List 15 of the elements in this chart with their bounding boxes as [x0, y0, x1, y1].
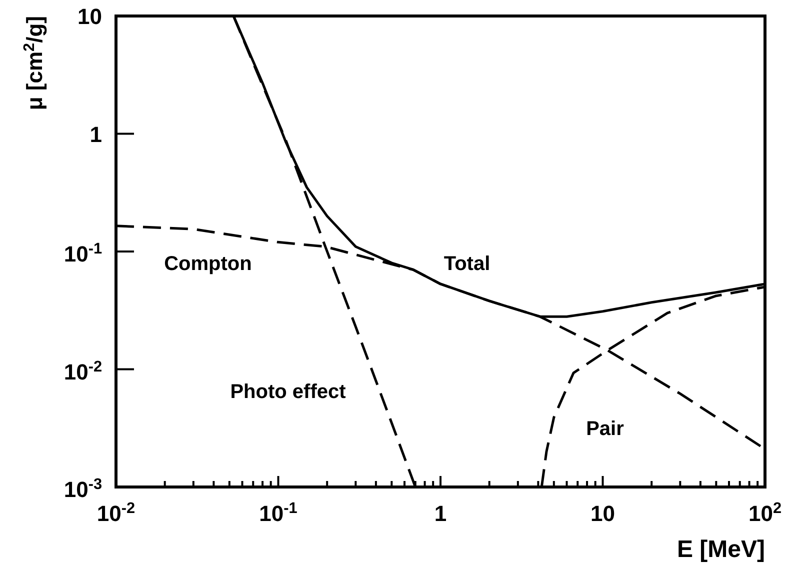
annotation: Total — [444, 253, 490, 275]
x-tick-label: 10$^{2}$ — [748, 500, 782, 526]
x-tick-label: 10$^{-1}$ — [259, 500, 298, 526]
annotation: Photo effect — [230, 381, 346, 403]
x-tick-label: 10 — [590, 501, 615, 526]
y-tick-label: 10$^{-3}$ — [64, 476, 102, 502]
y-tick-label: 10$^{-2}$ — [64, 358, 102, 384]
x-tick-label: 10$^{-2}$ — [96, 500, 136, 526]
annotation: Compton — [164, 253, 252, 275]
y-tick-label: 10$^{-1}$ — [64, 240, 102, 266]
annotation: Pair — [586, 418, 624, 440]
y-tick-label: 1 — [90, 122, 102, 147]
y-tick-label: 10 — [78, 4, 102, 29]
x-tick-label: 1 — [434, 501, 447, 526]
x-axis-title: E [MeV] — [676, 536, 765, 563]
